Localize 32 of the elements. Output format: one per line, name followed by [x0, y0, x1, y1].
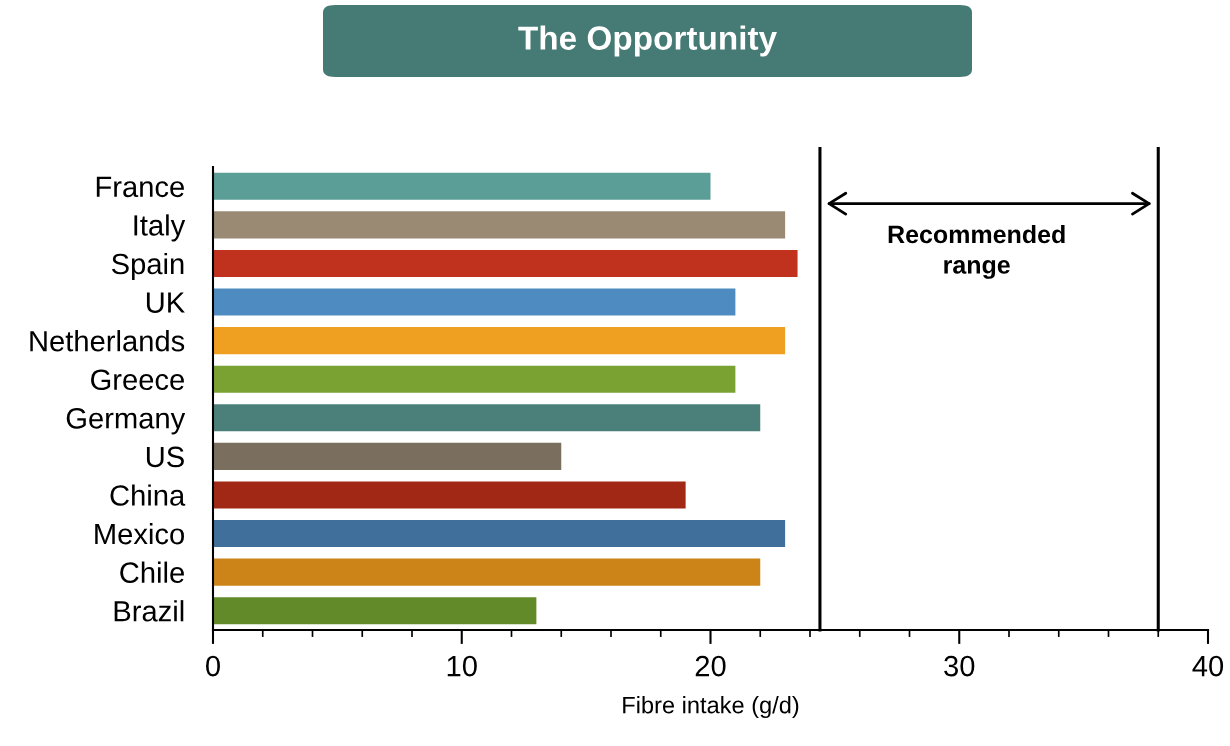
- bar: [213, 172, 711, 200]
- y-tick-label: Spain: [111, 252, 184, 281]
- bar: [213, 249, 798, 277]
- bar: [213, 481, 686, 509]
- x-tick-label: 0: [206, 655, 220, 677]
- bar: [213, 365, 736, 393]
- y-tick-label: US: [146, 446, 184, 468]
- bar: [213, 404, 761, 432]
- y-tick-label: Italy: [134, 214, 186, 242]
- bar: [213, 211, 786, 239]
- y-tick-label: Chile: [120, 561, 184, 583]
- y-tick-label: France: [96, 176, 184, 198]
- y-tick-label: Brazil: [114, 600, 184, 622]
- x-axis-title: Fibre intake (g/d): [623, 696, 799, 719]
- y-tick-label: Netherlands: [30, 330, 185, 352]
- annotation: Recommended range: [888, 224, 1065, 279]
- x-tick-label: 30: [944, 655, 975, 677]
- y-tick-label: Mexico: [95, 522, 184, 545]
- y-tick-label: Greece: [91, 369, 184, 391]
- x-tick-label: 20: [695, 655, 726, 677]
- bar: [213, 558, 761, 586]
- chart-title: The Opportunity: [518, 25, 777, 57]
- y-tick-label: China: [110, 484, 186, 506]
- y-tick-label: UK: [146, 292, 185, 313]
- bar: [213, 442, 562, 470]
- y-tick-label: Germany: [66, 407, 186, 435]
- x-tick-label: 40: [1192, 655, 1224, 677]
- bar: [213, 520, 786, 548]
- bar: [213, 597, 537, 625]
- bar: [213, 327, 786, 355]
- x-tick-label: 10: [447, 655, 477, 677]
- bar: [213, 288, 736, 316]
